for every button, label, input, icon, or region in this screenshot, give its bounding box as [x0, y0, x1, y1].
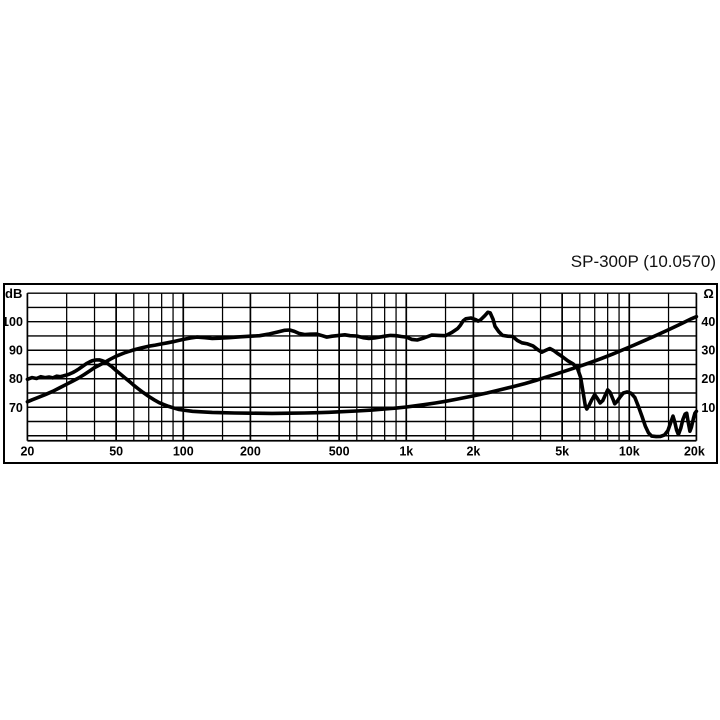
y-right-tick-10: 10 — [701, 401, 715, 415]
x-tick-10k: 10k — [619, 444, 640, 458]
x-tick-500: 500 — [329, 444, 350, 458]
x-tick-20k: 20k — [684, 444, 705, 458]
y-right-tick-40: 40 — [701, 315, 715, 329]
x-tick-100: 100 — [173, 444, 194, 458]
frequency-impedance-chart: dB Ω 100 90 80 70 40 30 20 10 20 50 100 200 500 1k 2k 5k 1… — [5, 286, 715, 458]
x-tick-200: 200 — [240, 444, 261, 458]
chart-title: SP-300P (10.0570) — [570, 252, 716, 271]
y-left-tick-80: 80 — [9, 372, 23, 386]
y-right-tick-30: 30 — [701, 344, 715, 358]
frequency-response-spl-curve — [25, 310, 699, 439]
y-right-tick-20: 20 — [701, 372, 715, 386]
grid — [26, 292, 698, 442]
x-tick-5k: 5k — [555, 444, 569, 458]
y-left-axis-unit-db: dB — [5, 286, 22, 301]
axis-labels: dB Ω 100 90 80 70 40 30 20 10 20 50 100 200 500 1k 2k 5k 1… — [5, 286, 715, 458]
y-left-tick-90: 90 — [9, 344, 23, 358]
y-left-tick-100: 100 — [5, 315, 23, 329]
chart-frame: dB Ω 100 90 80 70 40 30 20 10 20 50 100 200 500 1k 2k 5k 1… — [3, 283, 718, 464]
y-right-axis-unit-ohm: Ω — [703, 286, 713, 301]
x-tick-50: 50 — [109, 444, 123, 458]
impedance-curve — [25, 314, 699, 416]
x-tick-20: 20 — [20, 444, 34, 458]
y-left-tick-70: 70 — [9, 401, 23, 415]
x-tick-1k: 1k — [399, 444, 413, 458]
x-tick-2k: 2k — [466, 444, 480, 458]
